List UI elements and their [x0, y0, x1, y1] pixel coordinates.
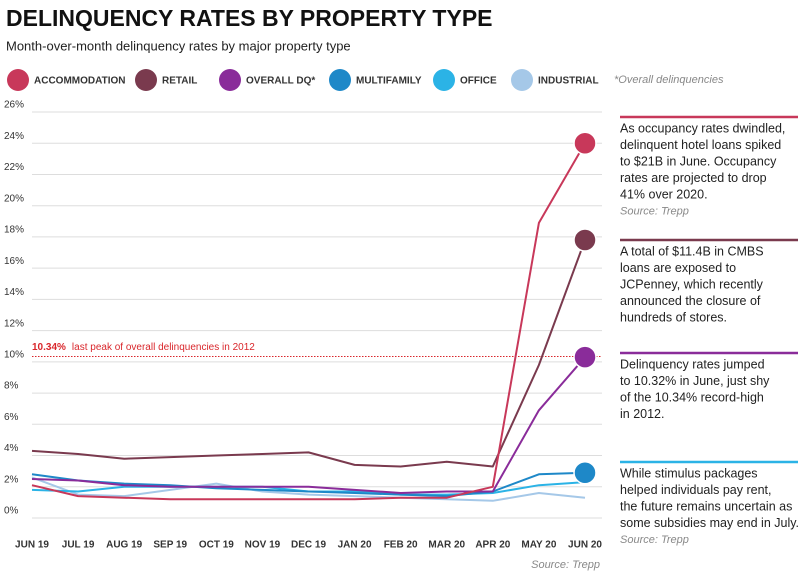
annotation-text: of the 10.34% record-high	[620, 390, 764, 404]
chart-subtitle: Month-over-month delinquency rates by ma…	[6, 38, 351, 53]
annotation-text: 41% over 2020.	[620, 187, 708, 201]
series-line	[31, 476, 586, 502]
x-tick-label: APR 20	[475, 540, 510, 551]
y-tick-label: 6%	[4, 412, 19, 423]
annotation-source: Source: Trepp	[620, 205, 689, 217]
x-tick-label: JAN 20	[338, 540, 372, 551]
legend-note: *Overall delinquencies	[614, 74, 724, 86]
annotation-text: the future remains uncertain as	[620, 499, 792, 513]
legend-icon	[511, 69, 533, 91]
annotation-text: rates are projected to drop	[620, 171, 767, 185]
annotation-text: delinquent hotel loans spiked	[620, 138, 781, 152]
annotation-text: As occupancy rates dwindled,	[620, 121, 785, 135]
x-tick-label: OCT 19	[199, 540, 234, 551]
end-marker	[573, 228, 597, 252]
x-tick-label: JUN 20	[568, 540, 602, 551]
y-tick-label: 16%	[4, 256, 24, 267]
annotation-text: to 10.32% in June, just shy	[620, 374, 770, 388]
y-tick-label: 14%	[4, 287, 24, 298]
source: Source: Trepp	[531, 559, 600, 571]
y-tick-label: 10%	[4, 349, 24, 360]
end-marker	[573, 460, 597, 485]
legend-label: RETAIL	[162, 76, 197, 87]
legend-label: OVERALL DQ*	[246, 76, 315, 87]
legend-icon	[433, 69, 455, 91]
legend-icon	[7, 69, 29, 91]
series-line	[31, 239, 586, 468]
chart-title: DELINQUENCY RATES BY PROPERTY TYPE	[6, 5, 493, 31]
x-tick-label: FEB 20	[384, 540, 418, 551]
x-tick-label: MAY 20	[521, 540, 556, 551]
legend-icon	[135, 69, 157, 91]
annotation-text: some subsidies may end in July.	[620, 516, 799, 530]
annotation-text: While stimulus packages	[620, 466, 758, 480]
legend-label: ACCOMMODATION	[34, 76, 125, 87]
annotation-text: JCPenney, which recently	[620, 277, 764, 291]
y-tick-label: 2%	[4, 474, 19, 485]
annotation-text: in 2012.	[620, 407, 664, 421]
legend-label: MULTIFAMILY	[356, 76, 422, 87]
end-marker	[573, 131, 597, 155]
y-tick-label: 12%	[4, 318, 24, 329]
annotation-source: Source: Trepp	[620, 534, 689, 546]
end-marker	[573, 345, 597, 369]
legend-icon	[219, 69, 241, 91]
y-tick-label: 18%	[4, 225, 24, 236]
legend-label: INDUSTRIAL	[538, 76, 599, 87]
y-tick-label: 8%	[4, 381, 19, 392]
annotation-text: to $21B in June. Occupancy	[620, 154, 777, 168]
annotation-text: loans are exposed to	[620, 261, 736, 275]
annotation-text: A total of $11.4B in CMBS	[620, 244, 764, 258]
reference-label: 10.34%	[32, 342, 66, 353]
annotation-text: hundreds of stores.	[620, 310, 727, 324]
x-tick-label: DEC 19	[291, 540, 326, 551]
y-tick-label: 0%	[4, 506, 19, 517]
legend-icon	[329, 69, 351, 91]
y-tick-label: 24%	[4, 131, 24, 142]
x-tick-label: SEP 19	[153, 540, 187, 551]
annotation-text: announced the closure of	[620, 294, 761, 308]
annotation-text: helped individuals pay rent,	[620, 483, 772, 497]
x-tick-label: MAR 20	[428, 540, 465, 551]
y-tick-label: 26%	[4, 100, 24, 111]
y-tick-label: 20%	[4, 193, 24, 204]
reference-text: last peak of overall delinquencies in 20…	[72, 342, 255, 353]
y-tick-label: 22%	[4, 162, 24, 173]
x-tick-label: JUL 19	[62, 540, 95, 551]
y-tick-label: 4%	[4, 443, 19, 454]
legend-label: OFFICE	[460, 76, 497, 87]
series-line	[31, 356, 586, 494]
x-tick-label: AUG 19	[106, 540, 143, 551]
x-tick-label: JUN 19	[15, 540, 49, 551]
x-tick-label: NOV 19	[245, 540, 281, 551]
series-line	[31, 142, 586, 501]
annotation-text: Delinquency rates jumped	[620, 357, 765, 371]
